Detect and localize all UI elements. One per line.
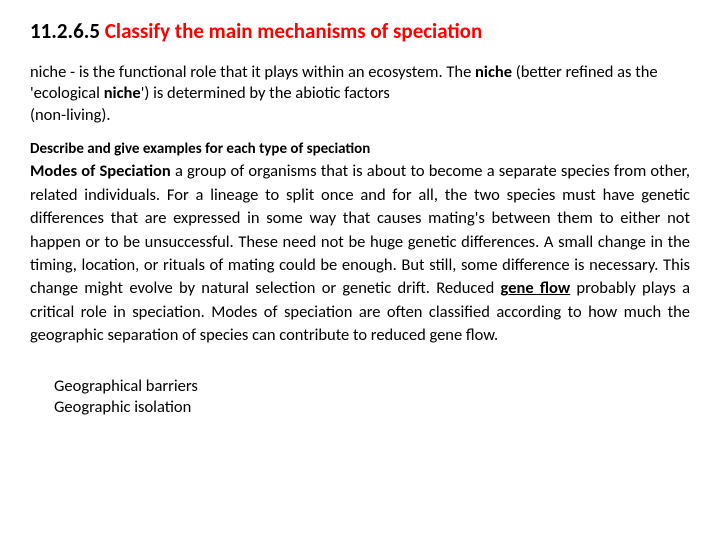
body-paragraph: Modes of Speciation a group of organisms… <box>30 160 690 347</box>
niche-bold-2: niche <box>104 83 141 103</box>
niche-bold-1: niche <box>475 62 512 82</box>
list-item: Geographic isolation <box>54 397 690 418</box>
niche-definition: niche - is the functional role that it p… <box>30 62 690 126</box>
barrier-list: Geographical barriers Geographic isolati… <box>30 376 690 419</box>
gene-flow-term: gene flow <box>501 278 571 298</box>
niche-line2: (non-living). <box>30 105 111 125</box>
section-number: 11.2.6.5 <box>30 18 100 44</box>
subheading: Describe and give examples for each type… <box>30 140 690 158</box>
body-lead-bold: Modes of Speciation <box>30 161 171 181</box>
section-heading-text: Classify the main mechanisms of speciati… <box>105 18 482 44</box>
niche-text-suffix: ') is determined by the abiotic factors <box>141 83 390 103</box>
list-item: Geographical barriers <box>54 376 690 397</box>
section-title: 11.2.6.5 Classify the main mechanisms of… <box>30 18 690 44</box>
niche-text-prefix: niche - is the functional role that it p… <box>30 62 475 82</box>
